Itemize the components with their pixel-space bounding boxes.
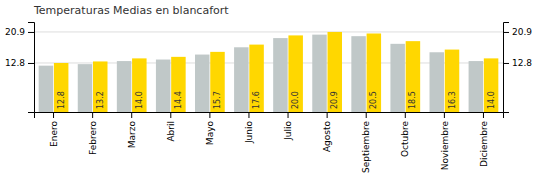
- bar: [351, 36, 365, 112]
- tick-mark: [405, 112, 406, 118]
- tick-label: Mayo: [205, 121, 215, 146]
- axis-line: [35, 113, 504, 119]
- tick-mark: [483, 112, 484, 118]
- tick-mark: [53, 112, 54, 118]
- tick-label: Diciembre: [479, 121, 489, 167]
- bar: [54, 63, 68, 112]
- data-label: 12.8: [57, 91, 66, 109]
- tick-label: Marzo: [127, 121, 137, 149]
- data-label: 14.4: [174, 91, 183, 109]
- tick: Marzo: [127, 112, 137, 148]
- bar: [484, 58, 498, 112]
- bar: [273, 38, 287, 112]
- x-axis: Enero Febrero Marzo Abril Mayo Junio Julio Agos…: [35, 112, 504, 173]
- tick-label: 20.9: [5, 27, 25, 37]
- bar: [406, 41, 420, 112]
- data-label: 14.0: [487, 91, 496, 109]
- tick: Enero: [49, 112, 59, 147]
- tick-mark: [248, 112, 249, 118]
- data-label: 16.3: [448, 91, 457, 109]
- bar: [469, 61, 483, 112]
- data-label: 13.2: [96, 91, 105, 109]
- data-label: 20.5: [369, 91, 378, 109]
- bar: [430, 52, 444, 112]
- tick-label: Septiembre: [361, 121, 371, 174]
- tick: Diciembre: [479, 112, 489, 167]
- tick-label: Enero: [49, 121, 59, 147]
- tick: 12.8: [503, 58, 532, 68]
- bar: [312, 35, 326, 112]
- tick-label: 20.9: [512, 27, 532, 37]
- bar: [249, 45, 263, 112]
- bar: [171, 57, 185, 112]
- tick-mark: [503, 32, 509, 33]
- tick: Julio: [283, 112, 293, 141]
- bar: [117, 61, 131, 112]
- tick-mark: [28, 32, 34, 33]
- y2-axis: 12.8 20.9: [503, 23, 532, 113]
- bar: [445, 50, 459, 112]
- tick: Agosto: [322, 112, 332, 152]
- tick-mark: [131, 112, 132, 118]
- data-label: 17.6: [252, 91, 261, 109]
- bar: [234, 47, 248, 112]
- tick-mark: [288, 112, 289, 118]
- bar: [390, 44, 404, 112]
- bars: [39, 32, 499, 112]
- grid-line: [34, 31, 503, 32]
- y-axis: 12.8 20.9: [5, 23, 35, 113]
- data-labels: 12.8 13.2 14.0 14.4 15.7 17.6 20.0 20.9 20.5 18.5…: [57, 91, 496, 109]
- bar: [93, 61, 107, 112]
- tick-label: 12.8: [512, 58, 532, 68]
- data-label: 14.0: [135, 91, 144, 109]
- bar: [195, 55, 209, 112]
- tick: Febrero: [88, 112, 98, 155]
- bar: [132, 58, 146, 112]
- tick-mark: [170, 112, 171, 118]
- chart: 12.8 13.2 14.0 14.4 15.7 17.6 20.0 20.9 20.5 18.5…: [0, 0, 537, 174]
- title: Temperaturas Medias en blancafort: [33, 4, 229, 17]
- tick-mark: [209, 112, 210, 118]
- tick-label: Agosto: [322, 121, 332, 153]
- axis-line: [28, 23, 35, 113]
- tick-label: Abril: [166, 121, 176, 142]
- data-label: 20.0: [291, 91, 300, 109]
- tick-label: Noviembre: [440, 121, 450, 171]
- tick-label: Junio: [244, 121, 254, 145]
- tick-mark: [444, 112, 445, 118]
- bar: [288, 35, 302, 112]
- bar: [39, 66, 53, 112]
- tick: Mayo: [205, 112, 215, 145]
- tick: 20.9: [503, 27, 532, 37]
- tick-mark: [28, 63, 34, 64]
- tick-label: Octubre: [400, 121, 410, 157]
- bar-series: [39, 35, 483, 112]
- tick-mark: [366, 112, 367, 118]
- data-label: 18.5: [408, 91, 417, 109]
- tick: Abril: [166, 112, 176, 142]
- bar: [78, 64, 92, 112]
- tick: Octubre: [400, 112, 410, 157]
- axis-line: [504, 23, 510, 113]
- tick-mark: [92, 112, 93, 118]
- tick-label: Julio: [283, 121, 293, 141]
- tick: Noviembre: [440, 112, 450, 170]
- bar: [156, 60, 170, 112]
- bar: [210, 52, 224, 112]
- bar: [328, 32, 342, 112]
- bar: [367, 33, 381, 112]
- tick-label: 12.8: [5, 58, 25, 68]
- tick: Septiembre: [361, 112, 371, 173]
- data-label: 15.7: [213, 91, 222, 109]
- tick-mark: [327, 112, 328, 118]
- bar-series: [54, 32, 498, 112]
- tick-mark: [503, 63, 509, 64]
- tick: 20.9: [5, 27, 34, 37]
- tick-label: Febrero: [88, 121, 98, 155]
- data-label: 20.9: [330, 91, 339, 109]
- tick: Junio: [244, 112, 254, 144]
- tick: 12.8: [5, 58, 34, 68]
